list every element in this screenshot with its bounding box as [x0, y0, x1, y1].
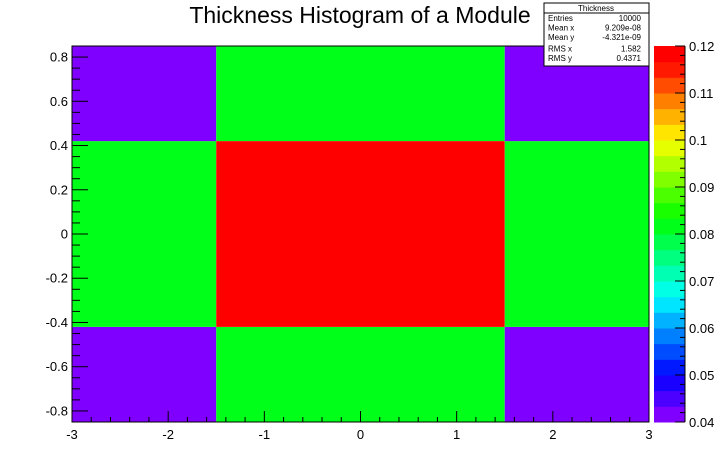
palette-swatch	[654, 312, 685, 329]
stats-rows: Entries 10000 Mean x 9.209e-08 Mean y -4.321e…	[548, 14, 642, 63]
stats-label: Mean x	[548, 24, 574, 33]
stats-label: RMS x	[548, 45, 572, 54]
heatmap-cell	[216, 141, 505, 327]
x-tick-label: 3	[645, 427, 652, 442]
y-tick-label: 0.2	[50, 182, 68, 197]
stats-value: 1.582	[621, 45, 642, 54]
palette-swatch	[654, 234, 685, 251]
palette-swatch	[654, 375, 685, 392]
chart-title: Thickness Histogram of a Module	[189, 2, 530, 28]
palette-swatch	[654, 155, 685, 172]
x-axis: -3 -2 -1 0 1 2 3	[66, 411, 653, 442]
palette-tick-label: 0.09	[689, 180, 714, 195]
palette-swatch	[654, 406, 685, 423]
stats-box-title: Thickness	[578, 4, 614, 13]
y-tick-label: 0	[61, 227, 68, 242]
palette-tick-label: 0.11	[689, 86, 713, 101]
stats-box: Thickness Entries 10000 Mean x 9.209e-08 Mea…	[543, 2, 650, 67]
heatmap-cell	[504, 326, 649, 422]
heatmap-cell	[216, 46, 505, 142]
y-tick-label: -0.6	[46, 359, 68, 374]
heatmap-cell	[72, 46, 217, 142]
palette-tick-label: 0.1	[689, 133, 707, 148]
palette-tick-label: 0.12	[689, 39, 714, 54]
palette-swatch	[654, 390, 685, 407]
y-tick-label: 0.4	[50, 138, 68, 153]
palette-tick-label: 0.07	[689, 274, 714, 289]
palette-tick-label: 0.04	[689, 415, 714, 430]
y-tick-label: 0.8	[50, 50, 68, 65]
palette-swatch	[654, 77, 685, 94]
x-tick-label: 2	[549, 427, 556, 442]
palette-swatch	[654, 296, 685, 313]
palette-swatch	[654, 187, 685, 204]
palette-tick-label: 0.06	[689, 321, 714, 336]
palette-swatch	[654, 343, 685, 360]
palette-swatch	[654, 171, 685, 188]
stats-value: 0.4371	[617, 54, 642, 63]
stats-value: -4.321e-09	[602, 33, 641, 42]
stats-label: Entries	[548, 14, 573, 23]
palette-swatch	[654, 61, 685, 78]
x-tick-label: 0	[357, 427, 364, 442]
palette-swatch	[654, 281, 685, 298]
palette-swatch	[654, 108, 685, 125]
heatmap-cell	[72, 326, 217, 422]
palette-tick-label: 0.05	[689, 368, 714, 383]
heatmap-cells	[72, 46, 649, 422]
stats-label: RMS y	[548, 54, 572, 63]
stats-value: 10000	[619, 14, 642, 23]
y-tick-label: 0.6	[50, 94, 68, 109]
y-tick-label: -0.4	[46, 315, 68, 330]
x-tick-label: 1	[453, 427, 460, 442]
palette-swatch	[654, 218, 685, 235]
palette-swatch	[654, 265, 685, 282]
palette-swatch	[654, 249, 685, 266]
palette-swatch	[654, 328, 685, 345]
x-tick-label: -1	[259, 427, 271, 442]
palette-tick-label: 0.08	[689, 227, 714, 242]
heatmap-cell	[504, 141, 649, 327]
palette-swatch	[654, 359, 685, 376]
stats-value: 9.209e-08	[605, 24, 642, 33]
y-axis: -0.8 -0.6 -0.4 -0.2 0 0.2 0.4 0.6 0.8	[46, 45, 88, 423]
heatmap-cell	[72, 141, 217, 327]
x-tick-label: -2	[162, 427, 174, 442]
palette-swatch	[654, 202, 685, 219]
palette-swatch	[654, 46, 685, 63]
stats-label: Mean y	[548, 33, 574, 42]
heatmap-cell	[216, 326, 505, 422]
x-tick-label: -3	[66, 427, 78, 442]
palette-swatch	[654, 140, 685, 157]
palette-swatch	[654, 124, 685, 141]
y-tick-label: -0.2	[46, 271, 68, 286]
color-palette: 0.04 0.05 0.06 0.07 0.08 0.09 0.1 0.11 0.12	[654, 39, 714, 430]
y-tick-label: -0.8	[46, 403, 68, 418]
palette-swatch	[654, 93, 685, 110]
